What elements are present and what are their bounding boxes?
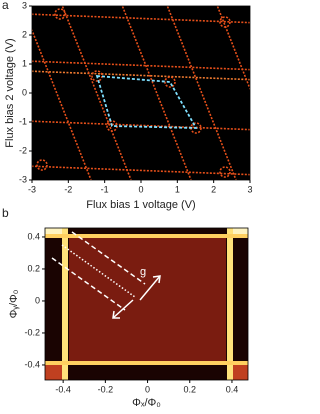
figure: -3 -2 -1 0 1 2 3 -3 -2 -1 0 1 2 3 Flux bias 1 voltage … — [2, 0, 253, 409]
plot-frame — [44, 227, 249, 381]
y-tick-label: -1 — [19, 116, 27, 126]
panel-label: a — [2, 0, 9, 12]
y-tick-label: 1 — [22, 58, 27, 68]
guide-lines — [51, 231, 161, 319]
x-tick-label: 0 — [145, 384, 150, 394]
panel-label: b — [2, 206, 9, 220]
y-tick-label: -0.4 — [24, 359, 40, 369]
y-tick-label: 3 — [22, 0, 27, 10]
annotation: g — [140, 266, 146, 278]
x-axis-label: Φₓ/Φ₀ — [132, 397, 161, 409]
x-tick-label: -3 — [28, 184, 36, 194]
heatmap — [45, 228, 248, 380]
highlight — [95, 74, 198, 129]
y-tick-label: -2 — [19, 145, 27, 155]
x-tick-label: 0.4 — [226, 384, 239, 394]
x-tick-label: 3 — [247, 184, 252, 194]
y-tick-label: 2 — [22, 29, 27, 39]
x-tick-label: 0.2 — [184, 384, 197, 394]
x-tick-label: 1 — [175, 184, 180, 194]
y-tick-label: 0 — [35, 295, 40, 305]
y-axis-label: Φᵧ/Φ₀ — [8, 290, 20, 319]
x-tick-label: -1 — [101, 184, 109, 194]
x-tick-label: 0 — [138, 184, 143, 194]
y-tick-label: 0 — [22, 87, 27, 97]
y-tick-label: 0.4 — [27, 231, 40, 241]
x-tick-label: -2 — [64, 184, 72, 194]
y-tick-label: -3 — [19, 174, 27, 184]
plot-area — [32, 6, 250, 180]
x-axis-label: Flux bias 1 voltage (V) — [86, 199, 195, 211]
y-axis-label: Flux bias 2 voltage (V) — [4, 38, 16, 147]
resonance-lines — [32, 6, 250, 180]
y-tick-label: -0.2 — [24, 327, 40, 337]
x-tick-label: -0.4 — [55, 384, 71, 394]
x-tick-label: -0.2 — [98, 384, 114, 394]
y-tick-label: 0.2 — [27, 263, 40, 273]
x-tick-label: 2 — [211, 184, 216, 194]
